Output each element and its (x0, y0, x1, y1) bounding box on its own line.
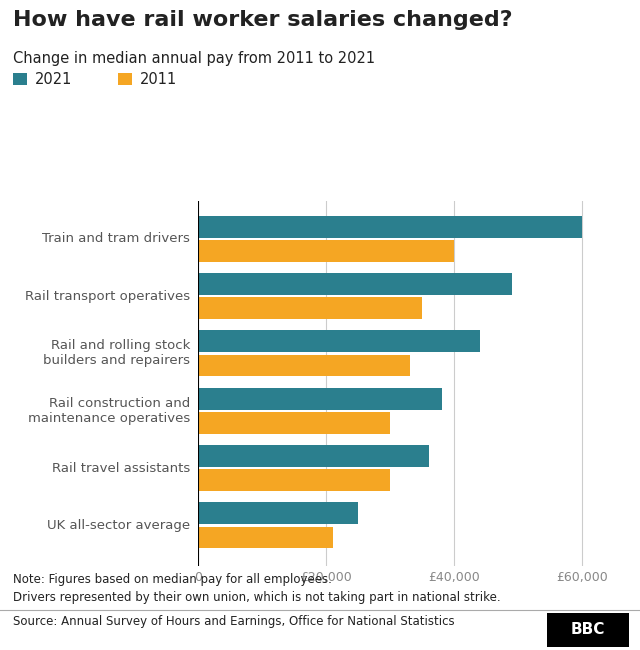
Bar (198, 297, 422, 319)
Text: How have rail worker salaries changed?: How have rail worker salaries changed? (13, 10, 513, 30)
Text: Source: Annual Survey of Hours and Earnings, Office for National Statistics: Source: Annual Survey of Hours and Earni… (13, 615, 454, 628)
Text: Change in median annual pay from 2011 to 2021: Change in median annual pay from 2011 to… (13, 51, 375, 66)
Bar (198, 240, 454, 262)
Text: BBC: BBC (571, 622, 605, 638)
Text: Note: Figures based on median pay for all employees.
Drivers represented by thei: Note: Figures based on median pay for al… (13, 573, 500, 604)
Bar (198, 216, 582, 238)
Bar (198, 330, 480, 352)
Bar (198, 502, 358, 525)
Bar (198, 445, 429, 467)
Text: 2021: 2021 (35, 72, 72, 87)
Bar (198, 469, 390, 491)
Bar (198, 412, 390, 434)
Bar (198, 388, 442, 410)
Bar (198, 526, 333, 549)
Bar (198, 273, 512, 295)
Text: 2011: 2011 (140, 72, 177, 87)
Bar (198, 354, 410, 376)
